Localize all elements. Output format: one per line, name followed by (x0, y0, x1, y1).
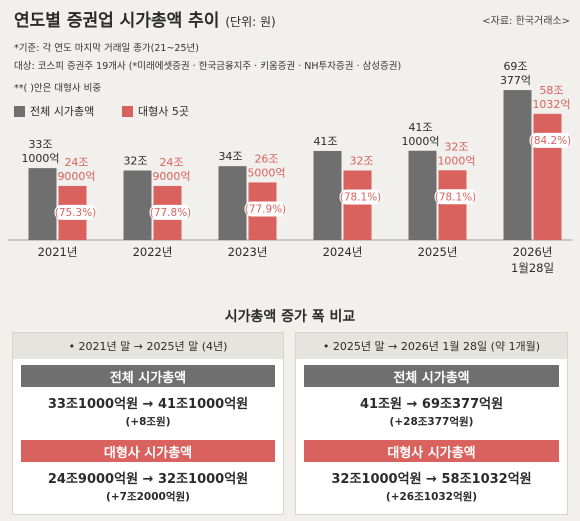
unit-text: (단위: 원) (225, 15, 276, 29)
legend-big: 대형사 5곳 (122, 103, 189, 119)
compare-right-total-diff: (+28조377억원) (389, 416, 474, 428)
note-basis: *기준: 각 연도 마지막 거래일 종가(21~25년) (14, 43, 199, 54)
bar-big-5 (533, 113, 562, 240)
bar-total-3 (313, 150, 342, 240)
share-pill-4 (434, 189, 477, 205)
label-total-3: 41조 (313, 135, 337, 148)
compare-title: 시가총액 증가 폭 비교 (224, 309, 356, 325)
note-target: 대상: 코스피 증권주 19개사 (*미래에셋증권 · 한국금융지주 · 키움증… (14, 61, 402, 72)
compare-box-right: • 2025년 말 → 2026년 1월 28일 (약 1개월) 전체 시가총액… (295, 332, 568, 515)
title-text: 연도별 증권업 시가총액 추이 (14, 11, 220, 31)
chart-title: 연도별 증권업 시가총액 추이 (단위: 원) (14, 6, 276, 31)
compare-left-total-change: 33조1000억원 → 41조1000억원 (47, 397, 249, 412)
compare-left-big-diff: (+7조2000억원) (106, 491, 190, 503)
source-label: <자료: 한국거래소> (482, 16, 570, 27)
share-label-2: (77.9%) (245, 203, 287, 215)
share-pill-3 (339, 189, 382, 205)
label-total-2: 34조 (218, 150, 242, 163)
share-label-3: (78.1%) (340, 192, 382, 204)
bar-total-5 (503, 90, 532, 240)
x-tick-2: 2023년 (228, 245, 268, 259)
share-label-0: (75.3%) (55, 207, 97, 219)
share-label-5: (84.2%) (530, 135, 572, 147)
label-big-4: 32조 1000억 (437, 140, 475, 167)
share-label-1: (77.8%) (150, 207, 192, 219)
label-total-1: 32조 (123, 155, 147, 168)
compare-box-left: • 2021년 말 → 2025년 말 (4년) 전체 시가총액 33조1000… (12, 332, 284, 515)
label-big-2: 26조 5000억 (247, 152, 285, 179)
label-big-5: 58조 1032억 (532, 84, 570, 111)
compare-left-big-change: 24조9000억원 → 32조1000억원 (47, 472, 249, 487)
share-pill-1 (149, 204, 192, 220)
compare-left-total-diff: (+8조원) (125, 416, 171, 428)
legend-total-swatch (14, 105, 25, 117)
x-tick-4: 2025년 (418, 245, 458, 259)
bar-total-2 (218, 166, 247, 240)
compare-left-total-band: 전체 시가총액 (21, 365, 275, 387)
label-total-0: 33조 1000억 (21, 138, 59, 165)
legend-big-swatch (122, 105, 133, 117)
legend-total-label: 전체 시가총액 (30, 105, 95, 118)
bar-total-0 (28, 168, 57, 240)
x-tick-0: 2021년 (38, 245, 78, 259)
compare-right-period: • 2025년 말 → 2026년 1월 28일 (약 1개월) (296, 333, 567, 359)
bar-total-1 (123, 170, 152, 240)
legend-total: 전체 시가총액 (14, 103, 94, 119)
compare-right-big-diff: (+26조1032억원) (385, 491, 478, 503)
x-tick-3: 2024년 (323, 245, 363, 259)
x-tick-1: 2022년 (133, 245, 173, 259)
bar-big-4 (438, 170, 467, 240)
share-pill-0 (54, 204, 97, 220)
label-total-4: 41조 1000억 (401, 121, 439, 148)
share-pill-2 (244, 201, 287, 217)
label-big-1: 24조 9000억 (152, 156, 190, 183)
bar-total-4 (408, 150, 437, 240)
legend-big-label: 대형사 5곳 (138, 105, 189, 118)
label-big-3: 32조 (349, 155, 373, 168)
compare-right-total-change: 41조원 → 69조377억원 (359, 397, 504, 412)
compare-right-total-band: 전체 시가총액 (304, 365, 559, 387)
label-big-0: 24조 9000억 (57, 156, 95, 183)
compare-left-big-band: 대형사 시가총액 (21, 440, 275, 462)
bar-big-3 (343, 170, 372, 240)
share-pill-5 (529, 132, 572, 148)
share-label-4: (78.1%) (435, 191, 477, 203)
note-share: **( )안은 대형사 비중 (14, 83, 102, 94)
label-total-5: 69조 377억 (500, 60, 531, 87)
compare-right-big-change: 32조1000억원 → 58조1032억원 (331, 472, 532, 487)
x-tick-5: 2026년 1월28일 (511, 245, 554, 275)
compare-right-big-band: 대형사 시가총액 (304, 440, 559, 462)
compare-left-period: • 2021년 말 → 2025년 말 (4년) (13, 333, 283, 359)
